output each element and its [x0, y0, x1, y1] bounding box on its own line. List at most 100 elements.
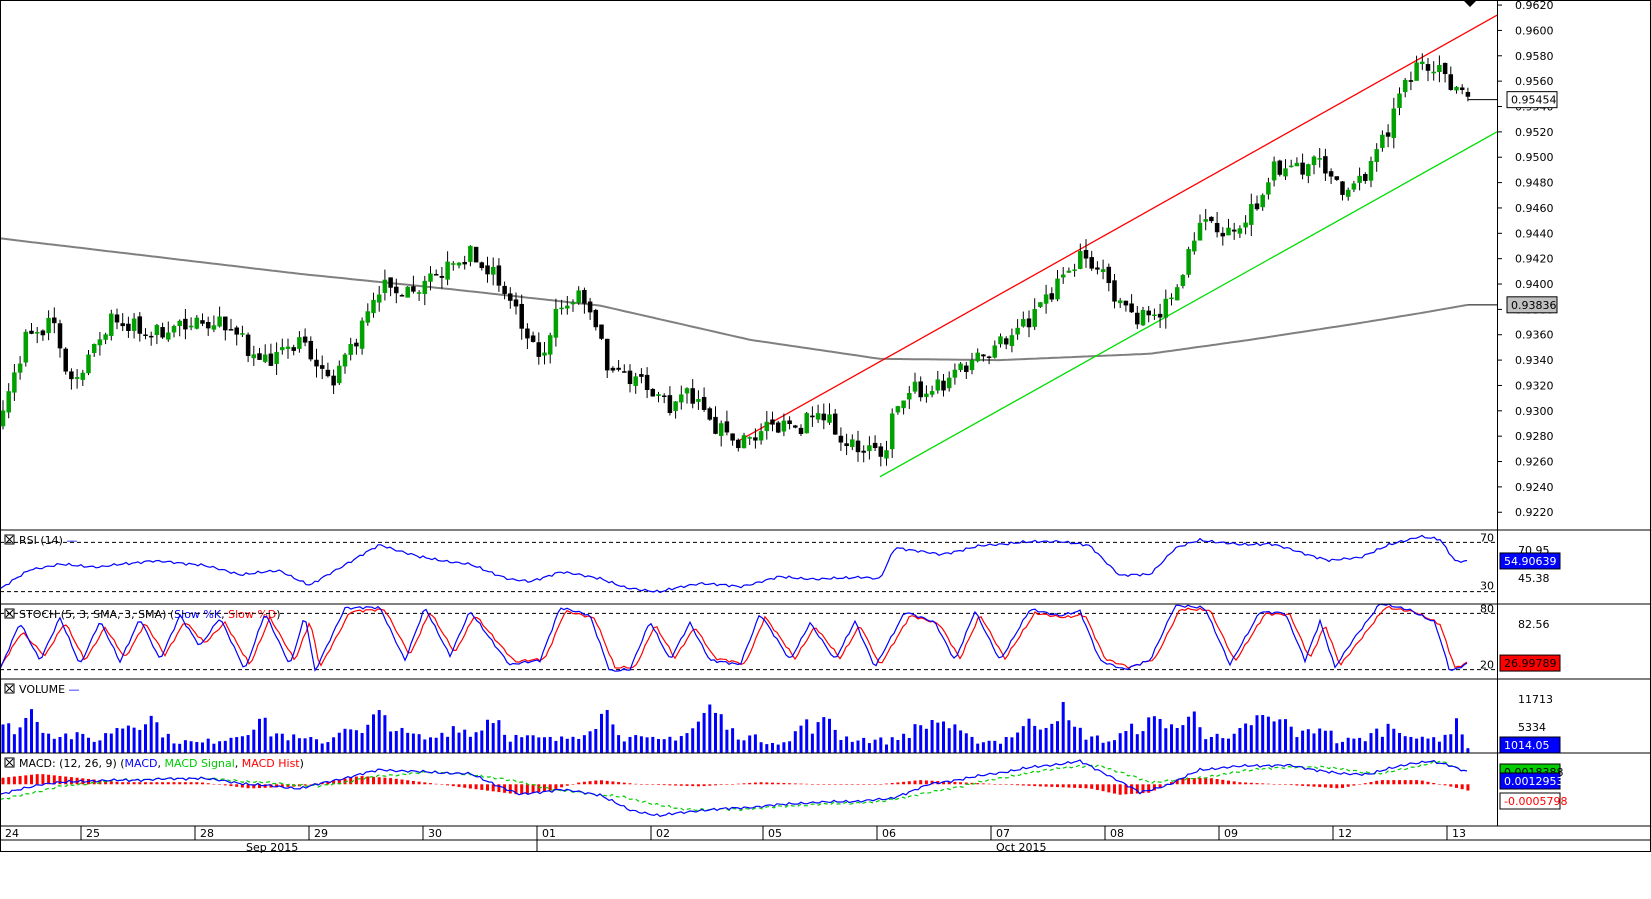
- volume-bar: [189, 741, 193, 753]
- candle-body: [741, 435, 747, 449]
- macd-hist-bar: [565, 784, 569, 786]
- ma-value-label: 0.93836: [1511, 299, 1557, 312]
- candle-body: [6, 391, 11, 413]
- macd-hist-bar: [35, 774, 39, 785]
- macd-hist-bar: [679, 784, 683, 786]
- candle-body: [382, 279, 388, 293]
- volume-bar: [1318, 728, 1322, 753]
- candle-body: [462, 261, 467, 265]
- macd-hist-bar: [1044, 784, 1048, 787]
- volume-bar: [577, 738, 581, 753]
- candle-body: [661, 395, 667, 397]
- price-tick-label: 0.9300: [1515, 405, 1554, 418]
- candle-body: [553, 308, 559, 338]
- macd-hist-last-label: -0.0005798: [1504, 795, 1567, 808]
- volume-bar: [543, 737, 546, 753]
- candle-body: [200, 320, 205, 324]
- stoch-level-20-label: 20: [1480, 659, 1494, 672]
- candle-body: [490, 266, 496, 275]
- macd-hist-bar: [349, 777, 353, 785]
- volume-bar: [468, 736, 472, 753]
- volume-bar: [657, 738, 660, 753]
- candle-body: [1152, 314, 1157, 316]
- volume-bar: [252, 729, 256, 753]
- volume-bar: [149, 715, 153, 753]
- volume-bar: [434, 737, 438, 753]
- candle-body: [194, 317, 200, 329]
- macd-hist-bar: [1, 777, 5, 785]
- candle-body: [285, 346, 291, 349]
- candle-body: [781, 420, 787, 432]
- volume-bar: [1027, 718, 1031, 753]
- volume-bar: [617, 735, 621, 753]
- x-day-label: 13: [1452, 827, 1466, 840]
- volume-bar: [1443, 734, 1447, 753]
- macd-hist-bar: [309, 784, 313, 785]
- candle-body: [52, 317, 57, 324]
- candle-body: [570, 302, 576, 305]
- macd-hist-bar: [126, 782, 130, 785]
- macd-hist-bar: [149, 782, 153, 785]
- volume-bar: [805, 719, 809, 753]
- volume-bar: [1130, 723, 1134, 753]
- candle-body: [536, 342, 542, 357]
- candle-body: [485, 265, 490, 275]
- macd-hist-bar: [280, 784, 284, 788]
- volume-bar: [423, 739, 427, 753]
- macd-hist-bar: [389, 778, 393, 785]
- rsi-last-label: 54.90639: [1504, 555, 1557, 568]
- macd-hist-bar: [303, 784, 307, 786]
- macd-hist-bar: [1329, 784, 1333, 788]
- volume-bar: [30, 709, 33, 753]
- macd-hist-bar: [959, 782, 963, 785]
- volume-bar: [1386, 723, 1390, 753]
- macd-hist-bar: [805, 783, 809, 785]
- volume-bar: [976, 743, 980, 753]
- candle-body: [1237, 228, 1243, 234]
- volume-bar: [263, 717, 267, 753]
- stoch-title-part: STOCH (5, 3, SMA, 3, SMA) (: [19, 608, 174, 621]
- volume-bar: [702, 712, 706, 753]
- candle-body: [599, 324, 604, 339]
- volume-bar: [1175, 727, 1179, 753]
- macd-hist-bar: [486, 784, 489, 791]
- x-month-label: Oct 2015: [996, 841, 1047, 854]
- candle-body: [1117, 300, 1123, 304]
- volume-bar: [372, 714, 375, 753]
- macd-hist-bar: [1175, 779, 1179, 785]
- macd-hist-bar: [1067, 784, 1071, 788]
- macd-hist-bar: [1101, 784, 1105, 792]
- volume-bar: [1335, 743, 1339, 753]
- candle-body: [679, 394, 684, 403]
- macd-hist-bar: [993, 784, 997, 785]
- macd-hist-bar: [999, 784, 1002, 785]
- volume-bar: [662, 739, 666, 753]
- volume-bar: [674, 740, 678, 753]
- macd-hist-bar: [69, 777, 73, 785]
- stoch-last-label: 26.99789: [1504, 657, 1557, 670]
- volume-bar: [47, 733, 51, 753]
- volume-bar: [1067, 720, 1071, 753]
- macd-hist-bar: [788, 783, 792, 785]
- volume-bar: [491, 723, 495, 753]
- candle-body: [758, 431, 764, 441]
- volume-bar: [1449, 734, 1453, 753]
- candle-body: [120, 323, 125, 327]
- price-tick-label: 0.9340: [1515, 354, 1554, 367]
- stoch-level-80-label: 80: [1480, 602, 1494, 615]
- candle-body: [1186, 249, 1191, 275]
- volume-bar: [987, 740, 991, 753]
- macd-hist-bar: [628, 783, 632, 785]
- macd-hist-bar: [1004, 784, 1008, 785]
- volume-bar: [1352, 738, 1356, 753]
- macd-hist-bar: [1027, 784, 1031, 786]
- volume-bar: [1021, 726, 1025, 753]
- candle-body: [1288, 165, 1294, 168]
- volume-bar: [1147, 717, 1151, 753]
- volume-bar: [588, 731, 592, 753]
- macd-hist-bar: [1016, 784, 1020, 786]
- macd-hist-bar: [1415, 780, 1419, 785]
- macd-hist-bar: [417, 781, 421, 785]
- rsi-title-part: RSI (14): [19, 534, 63, 547]
- candle-body: [183, 318, 188, 330]
